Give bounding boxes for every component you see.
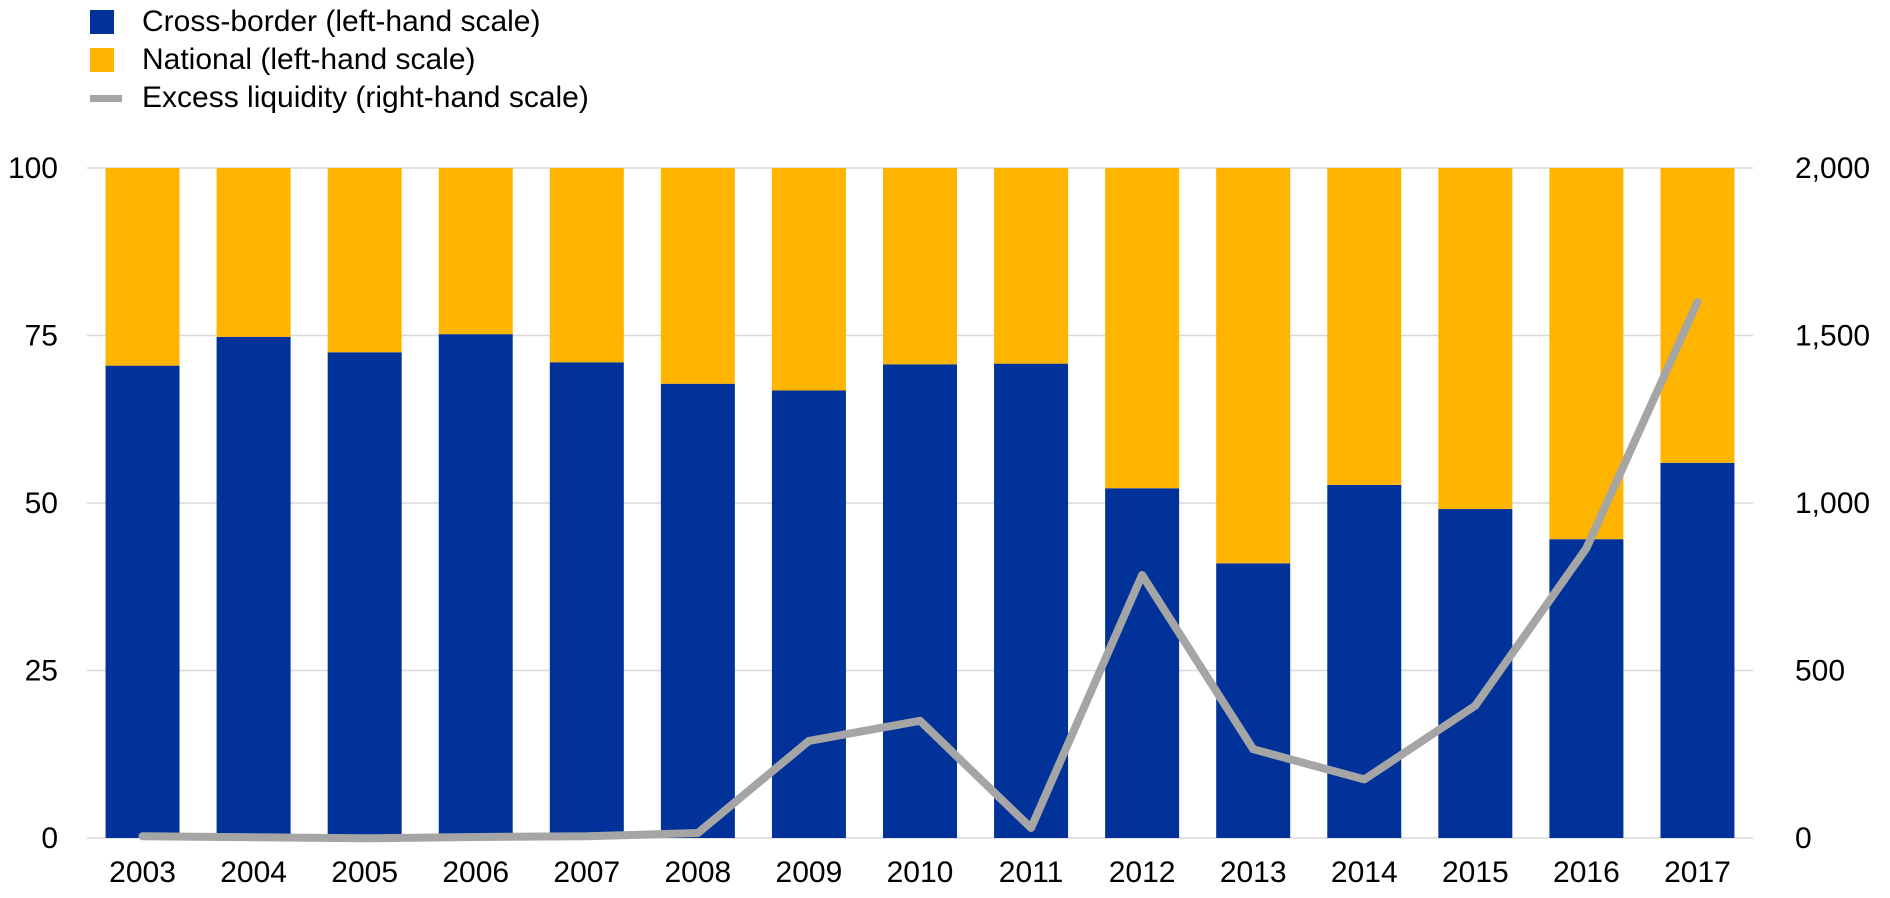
bar-cross-border: [1216, 563, 1291, 838]
bar-national: [438, 168, 513, 335]
legend-swatch-excess-liquidity: [90, 95, 122, 102]
bar-national: [1105, 168, 1180, 489]
bar-national: [105, 168, 180, 366]
bar-national: [1438, 168, 1513, 510]
legend-swatch-cross-border: [90, 10, 114, 34]
bar-cross-border: [1105, 488, 1180, 838]
x-axis-tick-label: 2015: [1442, 856, 1509, 889]
legend-label-excess-liquidity: Excess liquidity (right-hand scale): [142, 81, 589, 114]
bar-cross-border: [883, 364, 957, 838]
bar-national: [771, 168, 846, 391]
bar-national: [327, 168, 402, 353]
left-axis-tick-label: 0: [41, 822, 58, 855]
bar-national: [660, 168, 735, 384]
x-axis-tick-label: 2006: [442, 856, 509, 889]
line-excess-liquidity: [138, 298, 1702, 843]
x-axis-tick-label: 2010: [887, 856, 954, 889]
bar-national: [1660, 168, 1735, 463]
x-axis-tick-label: 2008: [664, 856, 731, 889]
right-axis-tick-label: 1,000: [1795, 487, 1870, 520]
bar-national: [1327, 168, 1402, 485]
bar-cross-border: [771, 390, 846, 838]
bar-national: [216, 168, 291, 337]
bar-cross-border: [1660, 462, 1735, 838]
x-axis-tick-label: 2016: [1553, 856, 1620, 889]
legend-label-national: National (left-hand scale): [142, 43, 476, 76]
bar-cross-border: [1327, 484, 1402, 838]
left-axis-tick-label: 100: [8, 152, 58, 185]
right-axis-tick-label: 1,500: [1795, 320, 1870, 353]
x-axis-tick-label: 2011: [999, 856, 1064, 889]
bar-cross-border: [438, 334, 513, 838]
x-axis-tick-label: 2009: [776, 856, 843, 889]
right-axis-tick-label: 0: [1795, 822, 1812, 855]
bar-national: [1549, 168, 1624, 540]
bar-national: [549, 168, 624, 363]
bar-national: [883, 168, 957, 365]
right-axis-tick-label: 2,000: [1795, 152, 1870, 185]
bar-cross-border: [549, 362, 624, 838]
x-axis-tick-label: 2005: [331, 856, 398, 889]
x-axis-tick-label: 2012: [1109, 856, 1176, 889]
x-axis-tick-label: 2013: [1220, 856, 1287, 889]
x-axis-tick-label: 2003: [109, 856, 176, 889]
left-axis-tick-label: 50: [25, 487, 58, 520]
left-axis-tick-label: 25: [25, 655, 58, 688]
x-axis-tick-label: 2004: [220, 856, 287, 889]
x-axis-tick-label: 2007: [553, 856, 620, 889]
left-axis-tick-label: 75: [25, 320, 58, 353]
legend-swatch-national: [90, 48, 114, 72]
bar-cross-border: [105, 365, 180, 838]
bar-cross-border: [994, 363, 1069, 838]
right-axis-tick-label: 500: [1795, 655, 1845, 688]
legend-label-cross-border: Cross-border (left-hand scale): [142, 5, 541, 38]
bar-national: [1216, 168, 1291, 564]
bar-cross-border: [216, 336, 291, 838]
bar-cross-border: [660, 383, 735, 838]
x-axis-tick-label: 2014: [1331, 856, 1398, 889]
x-axis-tick-label: 2017: [1664, 856, 1731, 889]
bar-cross-border: [327, 352, 402, 838]
bar-national: [994, 168, 1069, 364]
